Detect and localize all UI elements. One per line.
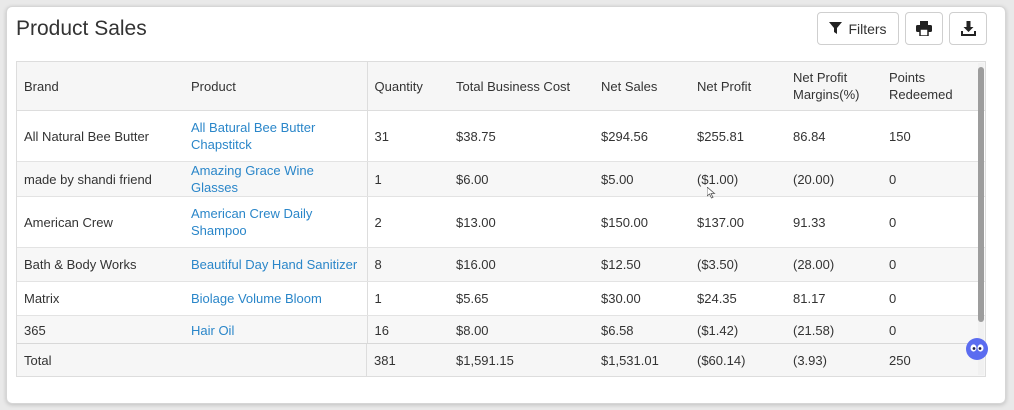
cell-brand: Bath & Body Works xyxy=(17,247,184,282)
cell-quantity: 31 xyxy=(367,110,449,162)
cell-product: All Batural Bee Butter Chapstitck xyxy=(184,110,368,162)
product-link[interactable]: Beautiful Day Hand Sanitizer xyxy=(191,257,358,272)
product-link[interactable]: Biolage Volume Bloom xyxy=(191,291,322,306)
sales-table: Brand Product Quantity Total Business Co… xyxy=(17,62,985,351)
product-link[interactable]: All Batural Bee Butter Chapstitck xyxy=(191,120,316,152)
assistant-bot-icon[interactable] xyxy=(965,337,989,361)
sales-table-container: Brand Product Quantity Total Business Co… xyxy=(16,61,986,377)
product-link[interactable]: Amazing Grace Wine Glasses xyxy=(191,163,314,195)
cell-quantity: 8 xyxy=(367,247,449,282)
cell-net-profit: $255.81 xyxy=(690,110,786,162)
cell-net-sales: $12.50 xyxy=(594,247,690,282)
download-button[interactable] xyxy=(949,12,987,45)
cell-points-redeemed: 0 xyxy=(882,281,985,316)
totals-label: Total xyxy=(24,353,52,368)
cell-net-sales: $150.00 xyxy=(594,196,690,248)
filter-icon xyxy=(829,22,843,35)
cell-total-business-cost: $16.00 xyxy=(449,247,594,282)
cell-product: Amazing Grace Wine Glasses xyxy=(184,161,368,197)
totals-net-profit: ($60.14) xyxy=(697,353,746,368)
mouse-cursor-icon xyxy=(706,186,716,204)
table-row: American Crew American Crew Daily Shampo… xyxy=(17,196,985,248)
cell-points-redeemed: 0 xyxy=(882,196,985,248)
table-header-row: Brand Product Quantity Total Business Co… xyxy=(17,62,985,111)
column-header-quantity[interactable]: Quantity xyxy=(367,62,449,111)
column-header-net-profit-margins[interactable]: Net Profit Margins(%) xyxy=(786,62,882,111)
cell-product: Biolage Volume Bloom xyxy=(184,281,368,316)
column-header-points-redeemed[interactable]: Points Redeemed xyxy=(882,62,985,111)
toolbar: Filters xyxy=(817,12,987,45)
cell-brand: All Natural Bee Butter xyxy=(17,110,184,162)
vertical-scrollbar[interactable] xyxy=(978,63,984,375)
scrollbar-thumb[interactable] xyxy=(978,67,984,322)
filters-label: Filters xyxy=(848,20,887,37)
column-header-brand[interactable]: Brand xyxy=(17,62,184,111)
column-header-net-sales[interactable]: Net Sales xyxy=(594,62,690,111)
totals-quantity: 381 xyxy=(374,353,396,368)
cell-total-business-cost: $6.00 xyxy=(449,161,594,197)
column-header-net-profit[interactable]: Net Profit xyxy=(690,62,786,111)
cell-quantity: 1 xyxy=(367,161,449,197)
print-button[interactable] xyxy=(905,12,943,45)
page-title: Product Sales xyxy=(16,17,147,40)
product-sales-card: Product Sales Filters xyxy=(6,6,1006,404)
table-row: Bath & Body Works Beautiful Day Hand San… xyxy=(17,247,985,282)
cell-quantity: 1 xyxy=(367,281,449,316)
cell-total-business-cost: $13.00 xyxy=(449,196,594,248)
cell-quantity: 2 xyxy=(367,196,449,248)
totals-row: Total 381 $1,591.15 $1,531.01 ($60.14) (… xyxy=(17,343,985,376)
cell-net-profit: ($3.50) xyxy=(690,247,786,282)
cell-product: Beautiful Day Hand Sanitizer xyxy=(184,247,368,282)
totals-net-profit-margin: (3.93) xyxy=(793,353,827,368)
cell-points-redeemed: 150 xyxy=(882,110,985,162)
product-link[interactable]: American Crew Daily Shampoo xyxy=(191,206,313,238)
print-icon xyxy=(916,21,932,36)
cell-net-sales: $294.56 xyxy=(594,110,690,162)
column-header-total-business-cost[interactable]: Total Business Cost xyxy=(449,62,594,111)
cell-net-sales: $30.00 xyxy=(594,281,690,316)
cell-brand: made by shandi friend xyxy=(17,161,184,197)
column-header-product[interactable]: Product xyxy=(184,62,368,111)
cell-brand: American Crew xyxy=(17,196,184,248)
totals-total-business-cost: $1,591.15 xyxy=(456,353,514,368)
table-row: Matrix Biolage Volume Bloom 1 $5.65 $30.… xyxy=(17,281,985,316)
cell-net-profit: $24.35 xyxy=(690,281,786,316)
totals-net-sales: $1,531.01 xyxy=(601,353,659,368)
table-row: All Natural Bee Butter All Batural Bee B… xyxy=(17,110,985,162)
cell-brand: Matrix xyxy=(17,281,184,316)
cell-net-profit-margin: (28.00) xyxy=(786,247,882,282)
cell-product: American Crew Daily Shampoo xyxy=(184,196,368,248)
cell-total-business-cost: $38.75 xyxy=(449,110,594,162)
cell-net-profit: $137.00 xyxy=(690,196,786,248)
cell-net-profit: ($1.00) xyxy=(690,161,786,197)
product-link[interactable]: Hair Oil xyxy=(191,323,235,338)
table-row: made by shandi friend Amazing Grace Wine… xyxy=(17,161,985,197)
cell-net-profit-margin: (20.00) xyxy=(786,161,882,197)
cell-net-profit-margin: 91.33 xyxy=(786,196,882,248)
cell-net-profit-margin: 81.17 xyxy=(786,281,882,316)
cell-net-sales: $5.00 xyxy=(594,161,690,197)
cell-points-redeemed: 0 xyxy=(882,161,985,197)
cell-points-redeemed: 0 xyxy=(882,247,985,282)
download-icon xyxy=(960,21,976,36)
cell-total-business-cost: $5.65 xyxy=(449,281,594,316)
totals-points-redeemed: 250 xyxy=(889,353,911,368)
filters-button[interactable]: Filters xyxy=(817,12,899,45)
column-divider xyxy=(366,344,367,376)
cell-net-profit-margin: 86.84 xyxy=(786,110,882,162)
